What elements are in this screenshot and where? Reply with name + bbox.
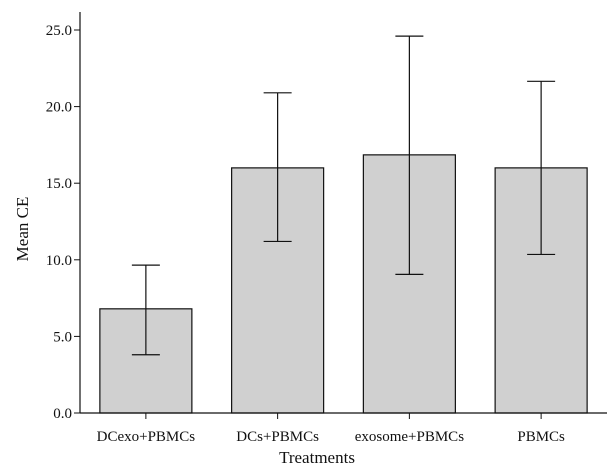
y-axis-label: Mean CE: [13, 197, 32, 262]
y-tick-label-4: 15.0: [46, 176, 72, 192]
x-ticks-layer: DCexo+PBMCs DCs+PBMCs exosome+PBMCs PBMCs: [97, 413, 565, 445]
x-tick-label-4: PBMCs: [517, 429, 565, 445]
y-tick-label-2: 5.0: [53, 329, 72, 345]
y-tick-label-5: 20.0: [46, 100, 72, 116]
axes-layer: [79, 12, 607, 414]
y-tick-label-1: 0.0: [53, 406, 72, 422]
x-tick-label-2: DCs+PBMCs: [236, 429, 319, 445]
x-axis-label: Treatments: [279, 448, 355, 467]
x-tick-label-3: exosome+PBMCs: [355, 429, 464, 445]
y-tick-label-3: 10.0: [46, 253, 72, 269]
y-ticks-layer: 0.0 5.0 10.0 15.0 20.0 25.0: [46, 23, 80, 422]
error-bars-layer: [131, 35, 556, 356]
bars-layer: [99, 154, 588, 414]
x-tick-label-1: DCexo+PBMCs: [97, 429, 196, 445]
y-tick-label-6: 25.0: [46, 23, 72, 39]
